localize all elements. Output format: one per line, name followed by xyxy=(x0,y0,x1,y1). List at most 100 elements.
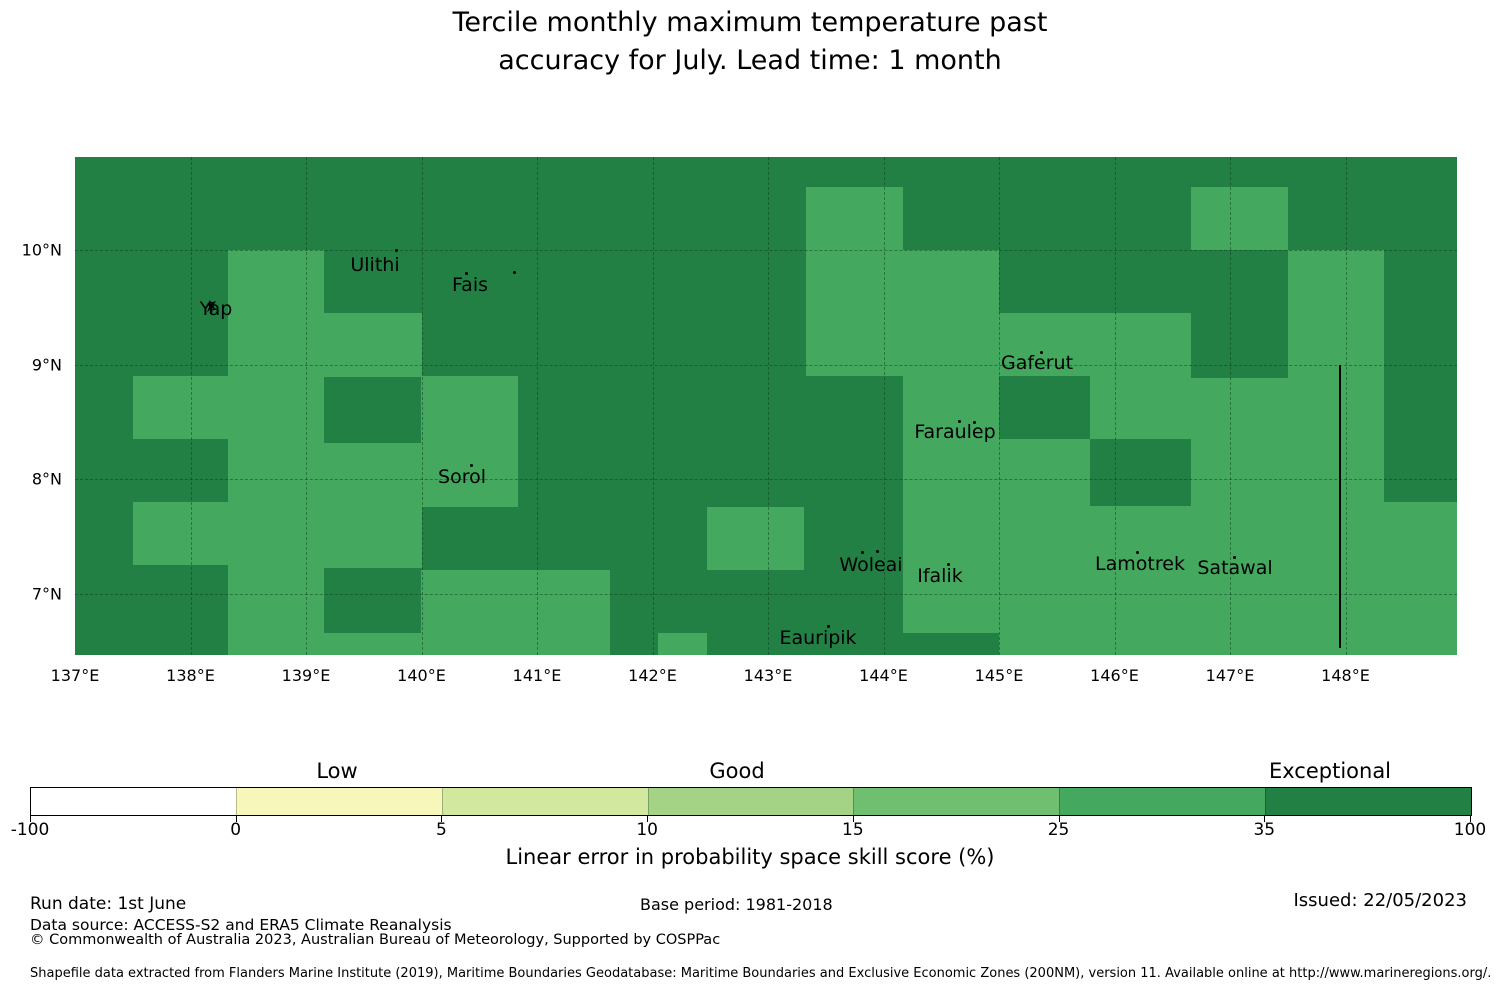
island-label: Eauripik xyxy=(779,627,857,649)
map-skill-patch xyxy=(421,376,518,507)
map-skill-patch xyxy=(133,376,228,439)
map-skill-patch xyxy=(324,633,422,655)
colorbar-tick-label: 5 xyxy=(436,820,447,840)
copyright-text: © Commonwealth of Australia 2023, Austra… xyxy=(30,932,721,948)
colorbar-tick-mark xyxy=(1470,815,1471,822)
colorbar-tick-mark xyxy=(30,815,31,822)
colorbar-tick-label: 15 xyxy=(842,820,864,840)
parallel-gridline xyxy=(75,593,1457,595)
colorbar-segment xyxy=(441,788,648,815)
map-skill-patch xyxy=(806,250,903,376)
colorbar-tick-label: 35 xyxy=(1253,820,1276,840)
y-axis-tick-label: 7°N xyxy=(31,584,62,603)
island-dot-marker xyxy=(947,563,950,566)
colorbar-segment xyxy=(853,788,1060,815)
meridian-gridline xyxy=(190,157,192,655)
map-skill-patch xyxy=(1191,187,1288,250)
x-axis-tick-label: 145°E xyxy=(974,666,1024,685)
colorbar-tick-label: 25 xyxy=(1047,820,1070,840)
island-dot-marker xyxy=(876,550,879,553)
map-skill-patch xyxy=(421,570,610,655)
island-label: Woleai xyxy=(839,554,903,576)
map-skill-patch xyxy=(324,443,422,568)
island-dot-marker xyxy=(1233,556,1236,559)
map-skill-patch xyxy=(806,187,903,250)
meridian-gridline xyxy=(883,157,885,655)
map-skill-patch xyxy=(133,502,228,565)
island-label: Faraulep xyxy=(914,421,996,443)
colorbar-tick-mark xyxy=(1264,815,1266,822)
island-label: Ifalik xyxy=(917,565,963,587)
map-skill-patch xyxy=(903,250,999,633)
colorbar-tick-mark xyxy=(1058,815,1060,822)
island-dot-marker xyxy=(861,551,864,554)
x-axis-tick-label: 139°E xyxy=(281,666,331,685)
colorbar-segment xyxy=(1059,788,1266,815)
island-dot-marker xyxy=(1040,351,1043,354)
y-axis-tick-label: 8°N xyxy=(31,469,62,489)
meridian-gridline xyxy=(652,157,654,655)
map-skill-patch xyxy=(1288,250,1384,655)
x-axis-tick-label: 147°E xyxy=(1205,666,1255,685)
run-date-text: Run date: 1st June xyxy=(30,894,187,914)
colorbar-segment xyxy=(235,788,442,815)
base-period-text: Base period: 1981-2018 xyxy=(640,895,833,914)
map-skill-patch xyxy=(1384,502,1457,655)
island-dot-marker xyxy=(470,464,473,467)
map-skill-patch xyxy=(1090,313,1191,439)
parallel-gridline xyxy=(75,364,1457,366)
colorbar-category-label: Good xyxy=(709,759,765,783)
island-label: Ulithi xyxy=(350,254,400,276)
y-axis-tick-label: 10°N xyxy=(21,240,62,260)
island-label: Yap xyxy=(199,298,233,320)
meridian-gridline xyxy=(537,157,538,655)
colorbar-tick-label: 100 xyxy=(1453,820,1487,840)
map-plot-area xyxy=(75,157,1457,655)
colorbar-tick-mark xyxy=(852,815,854,822)
colorbar-segment xyxy=(31,788,236,815)
map-skill-patch xyxy=(658,633,707,655)
colorbar-tick-label: 0 xyxy=(230,820,242,840)
island-dot-marker xyxy=(395,249,398,252)
x-axis-tick-label: 138°E xyxy=(166,666,215,685)
island-label: Gaferut xyxy=(1000,352,1074,374)
colorbar-tick-label: -100 xyxy=(10,820,50,840)
island-label: Satawal xyxy=(1197,557,1273,579)
chart-title-line-2: accuracy for July. Lead time: 1 month xyxy=(498,45,1002,76)
boundary-line xyxy=(1339,365,1341,648)
parallel-gridline xyxy=(75,250,1457,251)
issued-date-text: Issued: 22/05/2023 xyxy=(1293,890,1467,911)
colorbar-segment xyxy=(1265,788,1472,815)
map-skill-patch xyxy=(324,313,422,377)
colorbar-axis-label: Linear error in probability space skill … xyxy=(505,845,995,869)
chart-title-line-1: Tercile monthly maximum temperature past xyxy=(452,7,1048,38)
x-axis-tick-label: 141°E xyxy=(512,666,562,685)
map-skill-patch xyxy=(1191,378,1288,655)
island-dot-marker xyxy=(827,625,830,628)
map-skill-patch xyxy=(228,250,324,655)
colorbar xyxy=(30,787,1472,816)
colorbar-tick-mark xyxy=(235,815,237,822)
map-skill-patch xyxy=(1090,506,1191,655)
x-axis-tick-label: 143°E xyxy=(743,666,793,685)
x-axis-tick-label: 140°E xyxy=(397,666,446,685)
island-dot-marker xyxy=(958,420,961,423)
map-skill-patch xyxy=(999,439,1090,655)
colorbar-tick-label: 10 xyxy=(636,820,658,840)
x-axis-tick-label: 144°E xyxy=(859,666,908,685)
colorbar-category-label: Low xyxy=(316,759,358,783)
island-dot-marker xyxy=(513,271,516,274)
meridian-gridline xyxy=(306,157,307,655)
meridian-gridline xyxy=(1114,157,1116,655)
meridian-gridline xyxy=(421,157,423,655)
island-dot-marker xyxy=(973,421,976,424)
island-label: Sorol xyxy=(438,466,486,488)
x-axis-tick-label: 142°E xyxy=(628,666,677,685)
meridian-gridline xyxy=(1230,157,1231,655)
colorbar-tick-mark xyxy=(647,815,649,822)
meridian-gridline xyxy=(768,157,769,655)
island-dot-marker xyxy=(465,272,468,275)
data-source-text: Data source: ACCESS-S2 and ERA5 Climate … xyxy=(30,916,452,934)
map-skill-patch xyxy=(999,313,1090,376)
colorbar-tick-mark xyxy=(441,815,443,822)
